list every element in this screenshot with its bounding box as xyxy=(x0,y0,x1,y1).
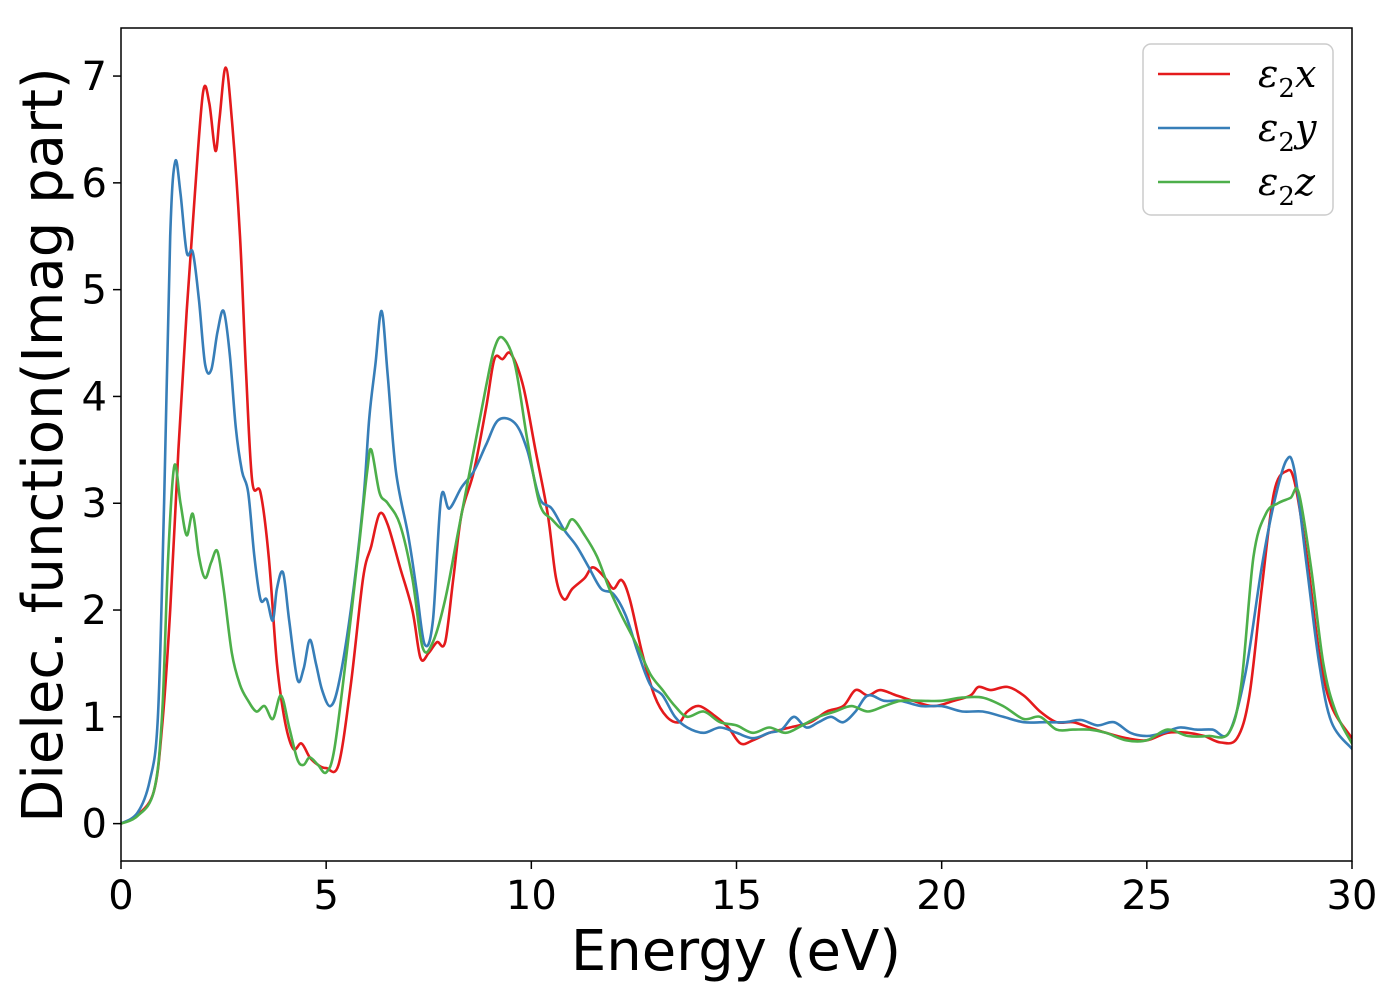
x-tick-label: 15 xyxy=(711,873,762,919)
x-tick-label: 20 xyxy=(916,873,967,919)
y-tick-label: 5 xyxy=(82,268,107,314)
legend-label-x: ε2x xyxy=(1258,52,1316,104)
x-tick-label: 30 xyxy=(1327,873,1378,919)
x-tick-label: 0 xyxy=(108,873,133,919)
legend-label-y: ε2y xyxy=(1258,106,1317,158)
plot-frame xyxy=(120,27,1353,862)
legend-box xyxy=(1142,43,1334,216)
x-tick-label: 5 xyxy=(313,873,338,919)
y-axis-title: Dielec. function(Imag part) xyxy=(11,67,76,823)
legend-label-z: ε2z xyxy=(1258,160,1316,212)
y-tick-label: 0 xyxy=(82,802,107,848)
y-tick-label: 7 xyxy=(82,54,107,100)
y-tick-label: 6 xyxy=(82,161,107,207)
y-tick-label: 2 xyxy=(82,588,107,634)
x-tick-label: 10 xyxy=(506,873,557,919)
ticks: 0 5 10 15 20 25 30 0 1 2 3 4 5 6 7 xyxy=(82,54,1378,919)
series-layer xyxy=(121,66,1352,825)
series-line-x xyxy=(121,66,1352,825)
y-tick-label: 4 xyxy=(82,374,107,420)
x-tick-label: 25 xyxy=(1121,873,1172,919)
y-tick-label: 3 xyxy=(82,481,107,527)
y-tick-label: 1 xyxy=(82,695,107,741)
x-axis-title: Energy (eV) xyxy=(571,919,901,984)
series-line-z xyxy=(121,335,1352,825)
